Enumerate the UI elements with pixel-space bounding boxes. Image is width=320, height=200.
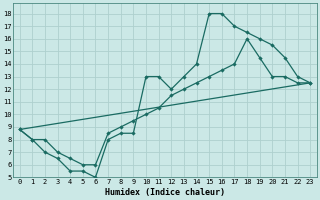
X-axis label: Humidex (Indice chaleur): Humidex (Indice chaleur) (105, 188, 225, 197)
